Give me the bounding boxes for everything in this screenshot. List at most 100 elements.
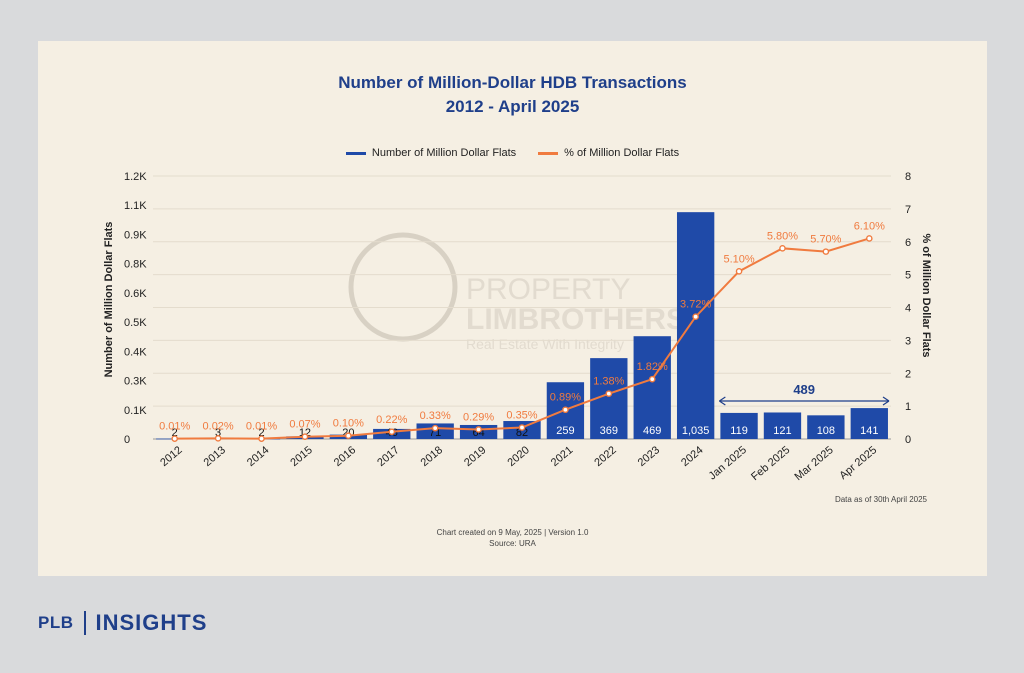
x-tick-label: 2022 [592,444,618,469]
brand-plb: PLB [38,613,74,632]
y-right-tick-label: 8 [905,171,911,183]
x-tick-label: 2017 [375,444,401,469]
y-left-tick-label: 0.5K [124,317,147,329]
pct-point [822,248,830,255]
bar [807,415,845,439]
x-tick-label: 2013 [202,444,228,469]
pct-point [648,375,656,383]
brand-insights: INSIGHTS [95,610,208,635]
y-right-tick-label: 3 [905,335,911,347]
pct-point [562,406,569,414]
pct-value-label: 0.22% [376,414,407,426]
legend-item-bars: Number of Million Dollar Flats [345,147,517,159]
y-left-tick-label: 0.8K [124,259,147,271]
x-tick-label: 2014 [245,444,271,469]
bar-value-label: 1,035 [682,425,710,437]
pct-value-label: 0.07% [289,419,320,431]
bar-value-label: 108 [817,425,835,437]
bar [720,412,758,439]
pct-value-label: 0.01% [246,421,277,433]
legend-label-line: % of Million Dollar Flats [564,147,680,159]
pct-point [865,235,873,242]
y-left-tick-label: 0.6K [124,288,147,300]
pct-point [345,432,352,440]
pct-point [171,435,179,442]
x-tick-label: 2023 [636,444,662,469]
bar-value-label: 71 [429,427,441,439]
y-right-tick-label: 2 [905,368,911,380]
y-right-axis-title: % of Million Dollar Flats [920,233,932,357]
brand-divider [83,611,86,635]
pct-point [735,268,743,275]
bar-value-label: 2 [172,427,178,439]
pct-point [475,426,482,433]
pct-value-label: 6.10% [854,220,885,232]
legend: Number of Million Dollar Flats % of Mill… [38,147,987,159]
bar [763,412,802,439]
pct-value-label: 0.29% [463,411,494,423]
chart-subtitle: 2012 - April 2025 [445,97,580,116]
y-left-tick-label: 1.1K [124,200,147,212]
pct-point [214,435,222,442]
pct-value-label: 1.82% [637,361,668,373]
pct-value-label: 0.35% [506,409,537,421]
x-tick-label: Mar 2025 [792,444,835,483]
chart-card: Number of Million-Dollar HDB Transaction… [38,41,987,576]
x-tick-label: 2024 [679,444,705,469]
x-tick-label: 2019 [462,444,488,469]
pct-point [431,424,439,432]
y-right-tick-label: 5 [905,270,911,282]
x-tick-label: 2021 [549,444,575,469]
pct-point [779,245,786,252]
annotation-label: 489 [793,382,815,397]
pct-value-label: 3.72% [680,299,711,311]
bar-value-label: 119 [730,425,748,437]
bar [633,336,671,439]
pct-value-label: 1.38% [593,376,624,388]
pct-value-label: 0.02% [203,420,234,432]
y-left-axis-title: Number of Million Dollar Flats [103,222,115,378]
pct-value-label: 0.10% [333,418,364,430]
y-right-tick-label: 6 [905,237,911,249]
brand-logo: PLB INSIGHTS [38,610,207,636]
y-right-tick-label: 1 [905,401,911,413]
legend-item-line: % of Million Dollar Flats [538,147,679,159]
watermark-text: Real Estate With Integrity [466,336,624,352]
footer-created: Chart created on 9 May, 2025 | Version 1… [436,528,589,537]
pct-value-label: 0.01% [159,421,190,433]
pct-value-label: 0.89% [550,392,581,404]
legend-label-bars: Number of Million Dollar Flats [371,147,517,159]
pct-point [258,435,265,442]
y-left-tick-label: 0 [124,434,130,446]
pct-value-label: 5.10% [723,253,754,265]
bar-value-label: 141 [860,425,878,437]
y-left-tick-label: 1.2K [124,171,147,183]
bar-value-label: 369 [600,425,618,437]
bar-value-label: 3 [215,427,221,439]
bar-value-label: 82 [516,427,528,439]
x-tick-label: 2016 [332,444,358,469]
pct-value-label: 5.80% [767,230,798,242]
y-right-tick-label: 7 [905,204,911,216]
pct-point [301,433,309,440]
bar-value-label: 259 [556,425,574,437]
bar-value-label: 121 [773,425,791,437]
y-right-tick-label: 4 [905,303,911,315]
y-right-tick-label: 0 [905,434,911,446]
x-tick-label: 2015 [288,444,314,469]
footer-source: Source: URA [489,539,536,548]
watermark-logo-icon [348,232,458,342]
x-tick-label: Feb 2025 [749,444,792,483]
arrow-head-left-icon [719,396,726,406]
legend-swatch-line [538,151,559,155]
bar-value-label: 2 [258,427,264,439]
y-left-tick-label: 0.1K [124,405,147,417]
chart-title: Number of Million-Dollar HDB Transaction… [338,73,687,92]
bar [676,212,715,439]
bar-value-label: 469 [643,425,661,437]
pct-point [605,390,613,397]
watermark-text: PROPERTY [466,273,631,306]
arrow-head-right-icon [882,396,890,406]
pct-point [388,428,396,436]
